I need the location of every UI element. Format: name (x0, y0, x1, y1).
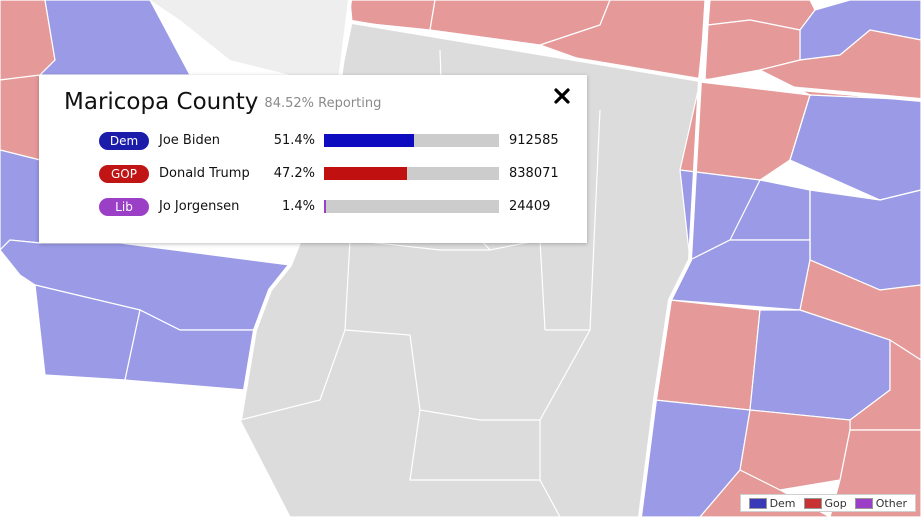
vote-percent: 47.2% (273, 166, 315, 181)
county-results-popup: Maricopa County 84.52% Reporting Dem Joe … (39, 75, 587, 243)
vote-share-fill (324, 134, 414, 147)
legend-item-dem: Dem (748, 496, 796, 510)
candidate-name: Jo Jorgensen (159, 199, 240, 214)
vote-count: 838071 (509, 166, 559, 181)
party-badge-gop: GOP (99, 165, 149, 183)
result-row-dem: Dem Joe Biden 51.4% 912585 (99, 131, 579, 151)
popup-title: Maricopa County 84.52% Reporting (64, 89, 381, 115)
vote-percent: 1.4% (281, 199, 315, 214)
vote-percent: 51.4% (273, 133, 315, 148)
county-name: Maricopa County (64, 89, 259, 115)
legend-swatch-dem (748, 497, 767, 509)
party-badge-lib: Lib (99, 198, 149, 216)
candidate-name: Donald Trump (159, 166, 250, 181)
map-legend: Dem Gop Other (739, 494, 916, 512)
result-row-lib: Lib Jo Jorgensen 1.4% 24409 (99, 197, 579, 217)
legend-item-gop: Gop (803, 496, 847, 510)
vote-count: 912585 (509, 133, 559, 148)
county-ca-mid[interactable] (0, 74, 41, 161)
county-ca-coast[interactable] (0, 149, 41, 251)
result-row-gop: GOP Donald Trump 47.2% 838071 (99, 164, 579, 184)
county-nm-5[interactable] (654, 299, 761, 411)
legend-item-other: Other (854, 496, 907, 510)
legend-label: Dem (769, 496, 796, 510)
party-badge-dem: Dem (99, 132, 149, 150)
vote-share-fill (324, 200, 327, 213)
vote-share-bar (324, 134, 499, 147)
county-co-5[interactable] (679, 81, 811, 181)
candidate-name: Joe Biden (159, 133, 220, 148)
legend-swatch-other (854, 497, 873, 509)
vote-share-fill (324, 167, 407, 180)
legend-swatch-gop (803, 497, 822, 509)
close-x-icon[interactable] (551, 85, 573, 107)
legend-label: Gop (824, 496, 847, 510)
legend-label: Other (875, 496, 907, 510)
vote-count: 24409 (509, 199, 551, 214)
vote-share-bar (324, 167, 499, 180)
reporting-status: 84.52% Reporting (264, 96, 382, 111)
vote-share-bar (324, 200, 499, 213)
